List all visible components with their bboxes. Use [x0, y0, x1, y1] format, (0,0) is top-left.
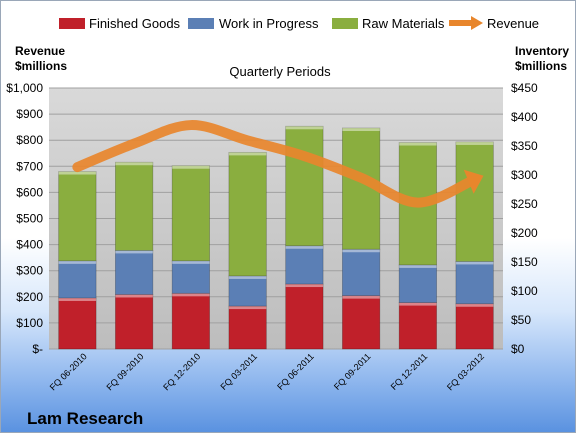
bar-highlight [228, 275, 267, 279]
bar-raw-materials [455, 141, 494, 262]
bar-finished-goods [398, 302, 438, 350]
bar-work-in-progress [398, 264, 438, 303]
right-tick-label: $200 [511, 226, 538, 240]
legend-swatch-work-in-progress [188, 18, 214, 29]
right-tick-label: $350 [511, 139, 538, 153]
bar-work-in-progress [171, 260, 211, 294]
legend: Finished Goods Work in Progress Raw Mate… [59, 16, 539, 31]
category-label: FQ 12-2010 [161, 351, 202, 392]
bar-work-in-progress [455, 261, 494, 305]
legend-label-revenue: Revenue [487, 16, 539, 31]
bar-highlight [228, 152, 267, 156]
bar-work-in-progress [341, 248, 381, 297]
bar-highlight [58, 260, 97, 264]
category-label: FQ 06-2010 [48, 351, 89, 392]
bar-highlight [115, 162, 153, 166]
bar-highlight [285, 126, 324, 130]
bar-raw-materials [285, 125, 324, 247]
bar-finished-goods [285, 283, 324, 350]
bar-finished-goods [341, 295, 381, 350]
left-tick-label: $300 [16, 264, 43, 278]
category-label: FQ 06-2011 [275, 351, 316, 392]
left-tick-label: $700 [16, 159, 43, 173]
category-label: FQ 09-2010 [105, 351, 146, 392]
right-axis-title-line1: Inventory [515, 44, 569, 58]
category-label: FQ 03-2011 [218, 351, 259, 392]
bar-highlight [228, 306, 267, 310]
right-axis-ticks: $0 $50 $100 $150 $200 $250 $300 $350 $400 $450 [511, 81, 538, 356]
left-tick-label: $600 [16, 185, 43, 199]
bar-highlight [399, 302, 437, 306]
bar-finished-goods [228, 305, 267, 350]
legend-swatch-raw-materials [332, 18, 358, 29]
bar-highlight [455, 261, 494, 265]
revenue-series-line [72, 120, 480, 208]
category-labels: FQ 06-2010 FQ 09-2010 FQ 12-2010 FQ 03-2011… [48, 351, 486, 392]
bar-highlight [58, 171, 97, 175]
left-tick-label: $200 [16, 290, 43, 304]
left-tick-label: $- [32, 342, 43, 356]
bar-finished-goods [114, 294, 154, 350]
bar-highlight [455, 303, 494, 307]
bar-highlight [399, 264, 437, 268]
bar-finished-goods [58, 297, 97, 350]
bar-highlight [455, 141, 494, 145]
legend-label-finished-goods: Finished Goods [89, 16, 181, 31]
right-axis-title-line2: $millions [515, 59, 567, 73]
bar-raw-materials [171, 165, 211, 262]
bar-work-in-progress [228, 275, 267, 307]
category-label: FQ 12-2011 [389, 351, 430, 392]
bar-highlight [58, 297, 97, 301]
left-tick-label: $500 [16, 212, 43, 226]
right-tick-label: $450 [511, 81, 538, 95]
bar-work-in-progress [285, 245, 324, 285]
left-tick-label: $900 [16, 107, 43, 121]
bar-finished-goods [171, 292, 211, 350]
right-tick-label: $150 [511, 255, 538, 269]
bar-highlight [172, 165, 210, 169]
bar-highlight [172, 293, 210, 297]
bar-highlight [342, 128, 380, 132]
chart-title: Quarterly Periods [229, 64, 331, 79]
left-axis-ticks: $- $100 $200 $300 $400 $500 $600 $700 $800 $900 $1… [6, 81, 43, 356]
right-tick-label: $0 [511, 342, 525, 356]
right-tick-label: $100 [511, 284, 538, 298]
category-label: FQ 03-2012 [445, 351, 486, 392]
bar-highlight [285, 245, 324, 249]
bar-highlight [115, 250, 153, 254]
company-name: Lam Research [27, 409, 143, 428]
legend-swatch-finished-goods [59, 18, 85, 29]
bars [58, 125, 494, 350]
left-tick-label: $1,000 [6, 81, 43, 95]
right-tick-label: $50 [511, 313, 531, 327]
bar-raw-materials [114, 161, 154, 251]
bar-raw-materials [228, 151, 267, 277]
left-axis-title-line2: $millions [15, 59, 67, 73]
left-tick-label: $800 [16, 133, 43, 147]
left-tick-label: $100 [16, 316, 43, 330]
revenue-arrowhead [463, 169, 484, 194]
legend-arrow-revenue [471, 16, 483, 30]
bar-finished-goods [455, 303, 494, 350]
bar-raw-materials [58, 171, 97, 262]
left-axis-title-line1: Revenue [15, 44, 65, 58]
bar-highlight [399, 142, 437, 146]
bar-highlight [342, 249, 380, 253]
bar-highlight [342, 295, 380, 299]
left-tick-label: $400 [16, 238, 43, 252]
revenue-line [72, 120, 484, 208]
right-tick-label: $250 [511, 197, 538, 211]
bar-highlight [285, 284, 324, 288]
legend-label-raw-materials: Raw Materials [362, 16, 445, 31]
right-tick-label: $300 [511, 168, 538, 182]
right-tick-label: $400 [511, 110, 538, 124]
legend-label-work-in-progress: Work in Progress [219, 16, 319, 31]
category-label: FQ 09-2011 [332, 351, 373, 392]
bar-highlight [115, 294, 153, 298]
bar-work-in-progress [114, 249, 154, 295]
bar-work-in-progress [58, 260, 97, 299]
bar-highlight [172, 260, 210, 264]
